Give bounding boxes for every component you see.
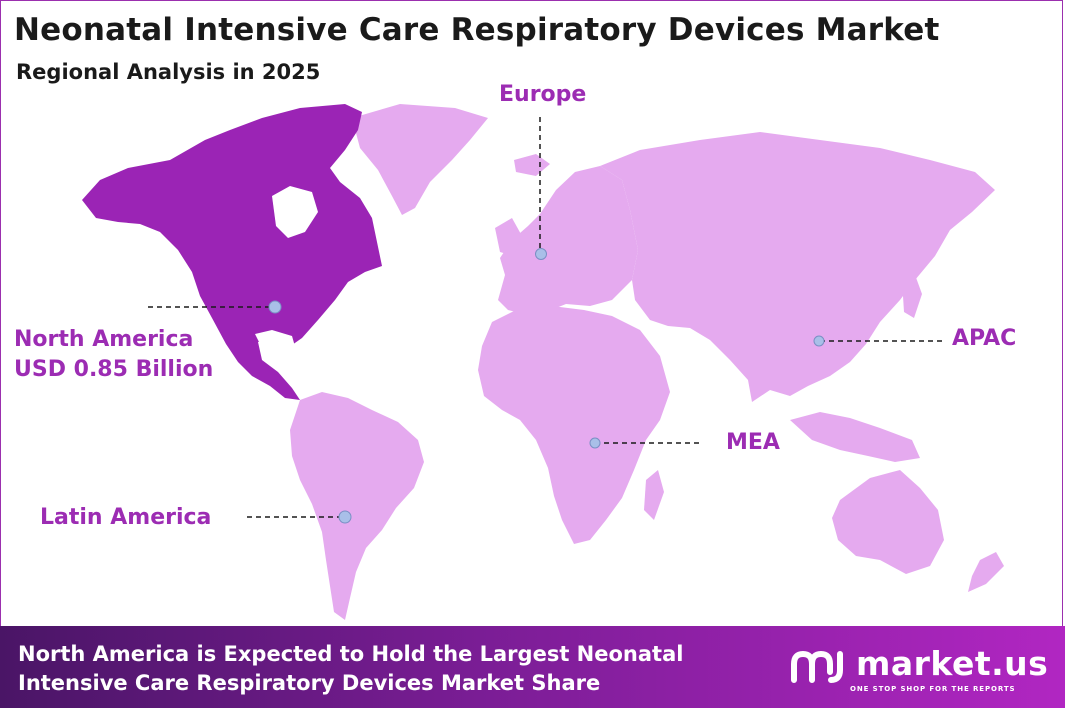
- iceland-shape: [514, 154, 550, 176]
- north-america-name: North America: [14, 327, 194, 352]
- southeast-asia-islands-shape: [790, 412, 920, 462]
- footer-line-1: North America is Expected to Hold the La…: [18, 642, 684, 666]
- footer-line-2: Intensive Care Respiratory Devices Marke…: [18, 671, 601, 695]
- africa-shape: [478, 306, 670, 544]
- europe-name: Europe: [499, 82, 587, 107]
- asia-shape: [600, 132, 995, 402]
- madagascar-shape: [644, 470, 664, 520]
- latin-america-marker: [338, 510, 352, 524]
- footer-text: North America is Expected to Hold the La…: [18, 640, 683, 698]
- brand-block: market.us ONE STOP SHOP FOR THE REPORTS: [790, 644, 1048, 694]
- latin-america-label: Latin America: [40, 503, 211, 533]
- japan-shape: [902, 272, 922, 318]
- europe-label: Europe: [499, 80, 586, 110]
- brand-tagline: ONE STOP SHOP FOR THE REPORTS: [850, 685, 1016, 693]
- apac-label: APAC: [952, 324, 1016, 354]
- footer-banner: North America is Expected to Hold the La…: [0, 626, 1065, 708]
- north-america-marker: [268, 300, 282, 314]
- market-us-logo-icon: [791, 650, 843, 683]
- mea-marker: [589, 437, 601, 449]
- british-isles-shape: [495, 218, 522, 256]
- north-america-label: North America USD 0.85 Billion: [14, 325, 213, 385]
- apac-marker: [813, 335, 825, 347]
- page-title: Neonatal Intensive Care Respiratory Devi…: [14, 12, 940, 48]
- brand-name: market.us: [856, 644, 1049, 683]
- gulf-of-mexico-shape: [255, 330, 296, 360]
- apac-name: APAC: [952, 326, 1017, 351]
- australia-shape: [832, 470, 944, 574]
- new-zealand-shape: [968, 552, 1004, 592]
- north-america-value: USD 0.85 Billion: [14, 357, 214, 382]
- page-subtitle: Regional Analysis in 2025: [16, 60, 321, 84]
- europe-shape: [498, 166, 638, 314]
- mea-name: MEA: [726, 430, 780, 455]
- mea-label: MEA: [726, 428, 780, 458]
- north-america-shape: [82, 104, 382, 400]
- hudson-bay-shape: [272, 186, 318, 238]
- europe-marker: [535, 248, 547, 260]
- south-america-shape: [290, 392, 424, 620]
- greenland-shape: [352, 104, 488, 215]
- latin-america-name: Latin America: [40, 505, 212, 530]
